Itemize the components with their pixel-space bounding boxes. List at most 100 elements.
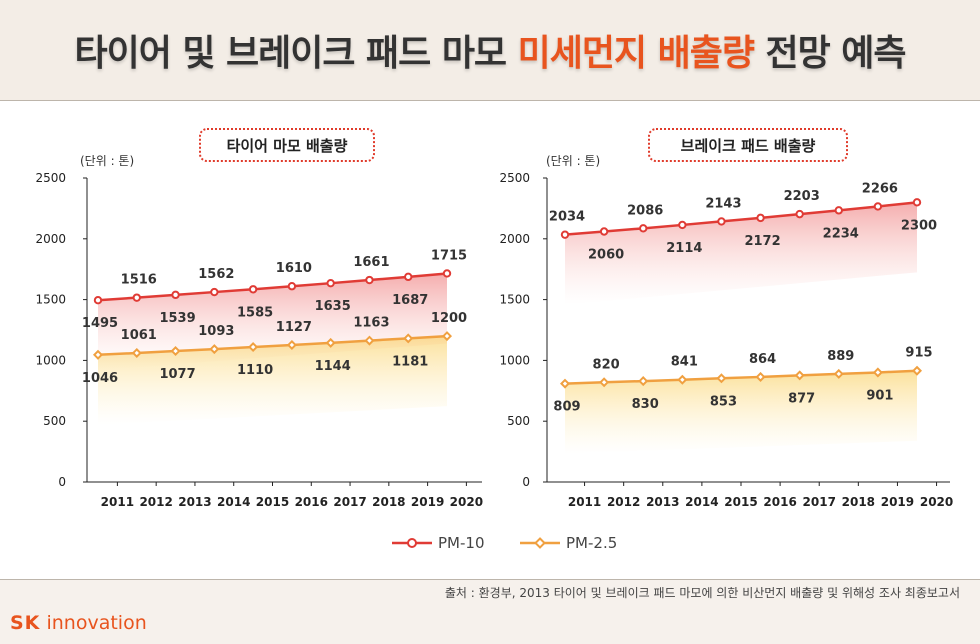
tire-pm25-point <box>441 331 453 342</box>
brake-pm10-point <box>639 224 648 233</box>
logo-sk: SK <box>10 612 41 634</box>
brake-pm10-point <box>912 198 922 207</box>
legend-label-pm25: PM-2.5 <box>566 534 618 552</box>
tire-pm25-point <box>92 349 104 360</box>
brake-pm25-data-label: 841 <box>671 355 698 370</box>
tire-pm25-line <box>97 334 448 357</box>
brake-pm10-data-label: 2266 <box>862 181 898 196</box>
brake-pm10-data-label: 2034 <box>549 210 585 225</box>
brake-pm25-point <box>677 374 688 385</box>
title-prefix: 타이어 및 브레이크 패드 마모 <box>74 33 518 74</box>
tire-pm25-data-label: 1093 <box>198 324 234 339</box>
tire-y-tick-label: 1000 <box>35 353 66 367</box>
brake-pm25-point <box>638 376 649 387</box>
tire-y-tick-label: 2000 <box>35 232 66 246</box>
tire-y-tick-label: 0 <box>58 475 66 489</box>
tire-pm10-point <box>171 290 180 300</box>
legend-item-pm10: PM-10 <box>392 534 485 552</box>
brake-pm10-data-label: 2114 <box>666 241 702 256</box>
brake-y-tick-label: 2000 <box>499 232 530 246</box>
tire-x-tick-label: 2014 <box>217 495 250 509</box>
logo-innovation: innovation <box>40 612 147 634</box>
brake-pm10-line <box>564 201 918 236</box>
brake-pm10-point <box>717 217 726 226</box>
tire-x-tick-label: 2017 <box>333 495 366 509</box>
tire-pm10-data-label: 1495 <box>82 316 118 331</box>
tire-pm10-data-label: 1687 <box>392 293 428 308</box>
pm25-legend-marker-icon <box>520 537 560 549</box>
brake-x-tick-label: 2014 <box>685 495 718 509</box>
legend-item-pm25: PM-2.5 <box>520 534 617 552</box>
brake-pm25-data-label: 889 <box>827 349 854 364</box>
tire-pm10-line <box>97 272 448 302</box>
brake-pm25-area <box>565 370 917 454</box>
tire-pm25-area <box>98 336 447 425</box>
tire-chart-title: 타이어 마모 배출량 <box>199 128 375 162</box>
brake-y-tick-label: 1500 <box>499 293 530 307</box>
brake-pm10-data-label: 2203 <box>784 189 820 204</box>
tire-pm10-point <box>287 282 297 291</box>
brake-pm25-point <box>559 378 571 389</box>
tire-pm10-data-label: 1715 <box>431 248 467 263</box>
brake-pm25-point <box>794 370 805 381</box>
tire-pm25-data-label: 1110 <box>237 363 273 378</box>
tire-pm25-point <box>248 342 259 353</box>
title-highlight: 미세먼지 배출량 <box>517 33 755 74</box>
page-title: 타이어 및 브레이크 패드 마모 미세먼지 배출량 전망 예측 <box>74 24 907 76</box>
brake-pm10-point <box>873 202 883 211</box>
source-note: 출처 : 환경부, 2013 타이어 및 브레이크 패드 마모에 의한 비산먼지… <box>444 586 960 600</box>
brake-x-tick-label: 2018 <box>842 495 875 509</box>
tire-x-tick-label: 2011 <box>101 495 134 509</box>
tire-pm10-data-label: 1610 <box>276 261 312 276</box>
brake-x-tick-label: 2015 <box>724 495 757 509</box>
brake-pm25-data-label: 820 <box>593 357 620 372</box>
footer-divider <box>0 579 980 580</box>
brake-pm25-point <box>599 377 610 388</box>
brake-pm10-point <box>795 209 804 219</box>
brake-pm10-point <box>834 206 843 215</box>
tire-pm10-point <box>93 296 103 305</box>
brake-pm25-point <box>833 368 844 379</box>
brake-y-tick-label: 0 <box>522 475 530 489</box>
tire-pm25-point <box>325 337 336 348</box>
brake-chart: 0 500 1000 1500 2000 2500 2011 2012 2013 2014 2015… <box>499 171 953 509</box>
tire-pm10-data-label: 1585 <box>237 305 273 320</box>
tire-pm10-point <box>326 278 335 288</box>
tire-pm25-data-label: 1144 <box>315 359 351 374</box>
tire-pm25-data-label: 1061 <box>121 328 157 343</box>
brake-pm25-data-label: 915 <box>905 346 932 361</box>
brake-pm25-data-label: 901 <box>866 388 893 403</box>
brake-pm10-data-label: 2143 <box>705 196 741 211</box>
brake-pm10-data-label: 2060 <box>588 248 624 263</box>
title-suffix: 전망 예측 <box>753 33 907 74</box>
brake-pm25-data-label: 877 <box>788 391 815 406</box>
tire-y-tick-label: 1500 <box>35 293 66 307</box>
brake-y-tick-label: 500 <box>507 414 530 428</box>
brake-pm10-point <box>599 227 609 236</box>
tire-pm10-point <box>365 275 374 285</box>
brake-pm10-point <box>678 220 687 230</box>
tire-pm25-data-label: 1046 <box>82 371 118 386</box>
brake-pm10-point <box>756 213 765 223</box>
brake-pm25-point <box>911 365 923 376</box>
sk-innovation-logo: SK innovation <box>10 612 147 634</box>
brake-y-tick-label: 2500 <box>499 171 530 185</box>
tire-pm25-point <box>364 335 375 346</box>
tire-x-tick-label: 2020 <box>450 495 483 509</box>
header: 타이어 및 브레이크 패드 마모 미세먼지 배출량 전망 예측 <box>0 0 980 100</box>
pm10-legend-marker-icon <box>392 538 432 548</box>
tire-pm25-point <box>209 344 220 355</box>
brake-pm25-data-label: 809 <box>553 400 580 415</box>
tire-pm10-data-label: 1661 <box>353 255 389 270</box>
tire-pm10-data-label: 1516 <box>121 273 157 288</box>
tire-pm10-point <box>442 269 452 278</box>
brake-x-tick-label: 2012 <box>607 495 640 509</box>
brake-unit-label: (단위 : 톤) <box>546 154 601 168</box>
brake-pm25-data-label: 830 <box>632 397 659 412</box>
brake-x-tick-label: 2013 <box>646 495 679 509</box>
tire-x-tick-label: 2016 <box>295 495 328 509</box>
tire-pm25-point <box>403 333 414 344</box>
brake-x-tick-label: 2011 <box>568 495 601 509</box>
brake-x-tick-label: 2019 <box>881 495 914 509</box>
